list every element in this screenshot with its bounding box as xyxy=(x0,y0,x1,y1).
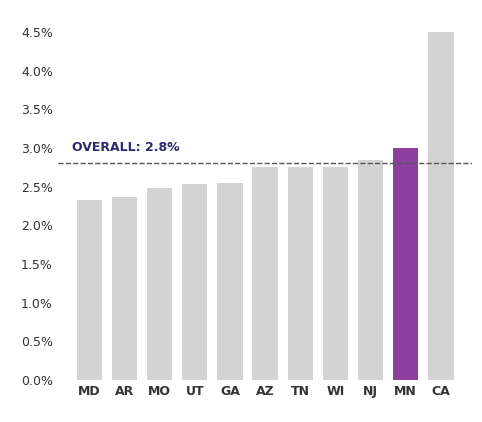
Bar xyxy=(147,188,172,380)
Bar xyxy=(288,167,313,380)
Bar xyxy=(253,167,278,380)
Text: OVERALL: 2.8%: OVERALL: 2.8% xyxy=(72,141,180,154)
Bar xyxy=(112,197,137,380)
Bar xyxy=(323,167,348,380)
Bar xyxy=(428,32,454,380)
Bar xyxy=(77,200,102,380)
Bar xyxy=(182,184,207,380)
Bar xyxy=(393,148,418,380)
Bar xyxy=(358,160,383,380)
Bar xyxy=(217,183,242,380)
